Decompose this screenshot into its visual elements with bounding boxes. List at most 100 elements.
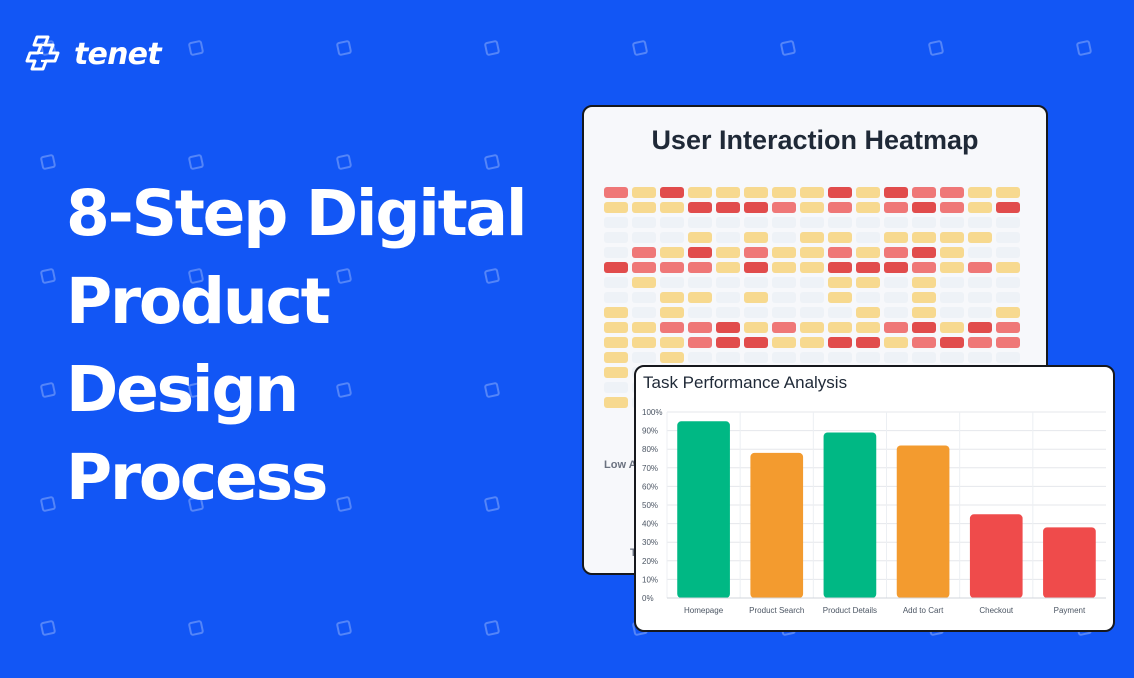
heatmap-cell: [632, 262, 656, 273]
heatmap-cell: [632, 322, 656, 333]
heatmap-cell: [688, 292, 712, 303]
heatmap-cell: [996, 217, 1020, 228]
heatmap-cell: [856, 232, 880, 243]
heatmap-cell: [996, 187, 1020, 198]
heatmap-cell: [604, 202, 628, 213]
heatmap-cell: [604, 367, 628, 378]
x-axis-category-label: Add to Cart: [903, 606, 944, 615]
x-axis-category-label: Homepage: [684, 606, 724, 615]
heatmap-cell: [772, 202, 796, 213]
heatmap-cell: [968, 232, 992, 243]
heatmap-cell: [940, 262, 964, 273]
heatmap-cell: [940, 322, 964, 333]
heatmap-cell: [744, 187, 768, 198]
heatmap-cell: [940, 247, 964, 258]
background-pattern-icon: [779, 39, 797, 57]
heatmap-cell: [660, 337, 684, 348]
heatmap-cell: [940, 187, 964, 198]
y-axis-tick-label: 70%: [642, 464, 658, 473]
y-axis-tick-label: 60%: [642, 482, 658, 491]
heatmap-cell: [968, 247, 992, 258]
heatmap-cell: [912, 337, 936, 348]
heatmap-cell: [912, 277, 936, 288]
background-pattern-icon: [631, 39, 649, 57]
heatmap-cell: [828, 262, 852, 273]
heatmap-cell: [688, 307, 712, 318]
heatmap-cell: [632, 307, 656, 318]
heatmap-cell: [632, 247, 656, 258]
task-performance-card: Task Performance Analysis 0% 10% 20% 30% 40%…: [634, 365, 1115, 632]
heatmap-cell: [996, 322, 1020, 333]
bar-product-search: [750, 452, 804, 598]
background-pattern-icon: [1075, 39, 1093, 57]
heatmap-cell: [968, 277, 992, 288]
y-axis-tick-label: 30%: [642, 538, 658, 547]
heatmap-cell: [604, 307, 628, 318]
heatmap-cell: [800, 352, 824, 363]
headline-line: 8-Step Digital: [66, 177, 527, 250]
heatmap-cell: [996, 337, 1020, 348]
heatmap-cell: [716, 307, 740, 318]
heatmap-cell: [940, 277, 964, 288]
heatmap-cell: [856, 352, 880, 363]
heatmap-cell: [828, 247, 852, 258]
heatmap-cell: [604, 337, 628, 348]
heatmap-cell: [968, 292, 992, 303]
heatmap-cell: [996, 352, 1020, 363]
heatmap-cell: [884, 277, 908, 288]
heatmap-cell: [772, 337, 796, 348]
heatmap-cell: [772, 352, 796, 363]
heatmap-cell: [912, 292, 936, 303]
heatmap-cell: [856, 322, 880, 333]
y-axis-tick-label: 80%: [642, 445, 658, 454]
heatmap-cell: [800, 337, 824, 348]
heatmap-cell: [912, 232, 936, 243]
heatmap-cell: [828, 187, 852, 198]
heatmap-cell: [772, 187, 796, 198]
heatmap-cell: [856, 187, 880, 198]
heatmap-cell: [884, 202, 908, 213]
heatmap-cell: [688, 337, 712, 348]
heatmap-cell: [800, 202, 824, 213]
heatmap-cell: [660, 277, 684, 288]
heatmap-cell: [716, 292, 740, 303]
task-performance-bar-chart: 0% 10% 20% 30% 40% 50% 60% 70% 80% 90% 100% Homepag…: [642, 408, 1106, 615]
heatmap-cell: [716, 322, 740, 333]
heatmap-cell: [912, 202, 936, 213]
background-pattern-icon: [483, 619, 501, 637]
heatmap-cell: [688, 202, 712, 213]
heatmap-cell: [772, 262, 796, 273]
heatmap-cell: [604, 322, 628, 333]
bar-checkout: [969, 514, 1023, 598]
background-pattern-icon: [187, 39, 205, 57]
heatmap-cell: [968, 337, 992, 348]
bar-homepage: [677, 421, 730, 598]
heatmap-cell: [772, 247, 796, 258]
background-pattern-icon: [483, 39, 501, 57]
heatmap-cell: [688, 352, 712, 363]
background-pattern-icon: [39, 153, 57, 171]
heatmap-cell: [856, 262, 880, 273]
heatmap-cell: [856, 277, 880, 288]
y-axis-tick-label: 40%: [642, 520, 658, 529]
heatmap-cell: [912, 307, 936, 318]
y-axis-tick-label: 10%: [642, 575, 658, 584]
heatmap-cell: [688, 187, 712, 198]
background-pattern-icon: [39, 267, 57, 285]
heatmap-cell: [884, 322, 908, 333]
heatmap-cell: [688, 232, 712, 243]
y-axis-tick-label: 90%: [642, 427, 658, 436]
heatmap-cell: [800, 262, 824, 273]
heatmap-cell: [660, 187, 684, 198]
heatmap-cell: [772, 217, 796, 228]
heatmap-cell: [828, 337, 852, 348]
heatmap-cell: [828, 322, 852, 333]
heatmap-cell: [800, 292, 824, 303]
y-axis-tick-label: 100%: [642, 408, 662, 417]
heatmap-cell: [940, 307, 964, 318]
heatmap-cell: [744, 292, 768, 303]
background-pattern-icon: [483, 153, 501, 171]
heatmap-cell: [996, 292, 1020, 303]
heatmap-cell: [716, 217, 740, 228]
heatmap-cell: [800, 232, 824, 243]
